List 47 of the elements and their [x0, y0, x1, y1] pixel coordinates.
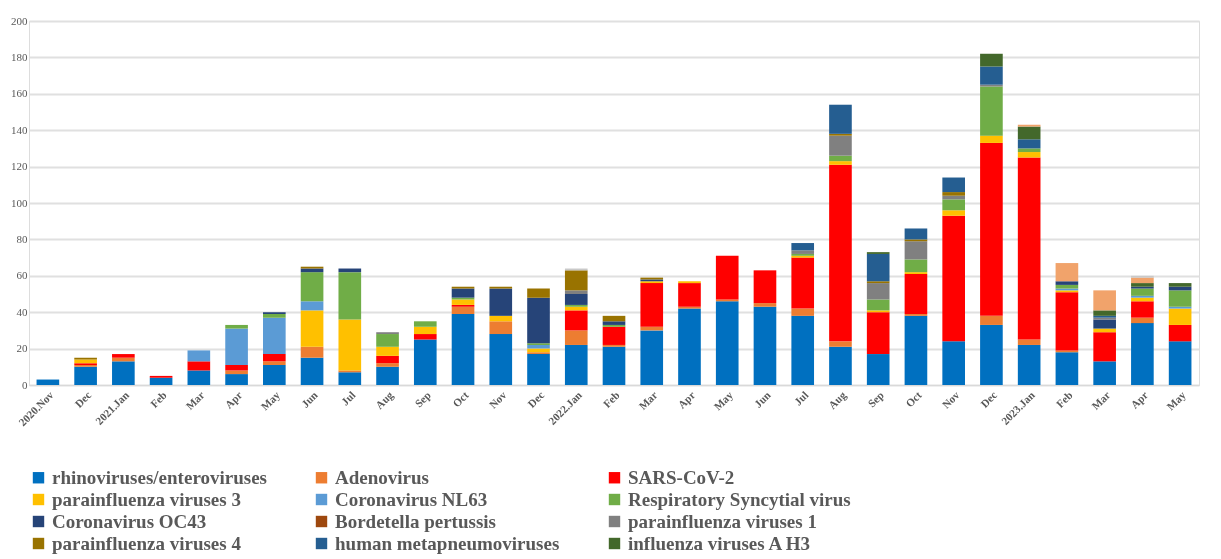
- y-tick-label: 80: [16, 232, 28, 245]
- legend-label: Respiratory Syncytial virus: [628, 488, 851, 510]
- y-tick-label: 20: [16, 342, 28, 355]
- x-tick-label: Feb: [147, 388, 169, 410]
- y-tick-label: 160: [11, 87, 28, 100]
- y-tick-label: 0: [22, 378, 28, 391]
- legend-label: influenza viruses A H3: [628, 532, 811, 554]
- legend-label: parainfluenza viruses 1: [628, 510, 817, 532]
- x-tick-label: Dec: [525, 388, 547, 410]
- x-tick-label: Oct: [903, 388, 924, 410]
- x-tick-label: Dec: [978, 388, 1000, 410]
- x-tick-label: Sep: [865, 388, 886, 410]
- x-tick-label: Feb: [600, 388, 622, 410]
- y-tick-label: 180: [11, 50, 28, 63]
- y-tick-label: 40: [16, 305, 28, 318]
- x-tick-label: Dec: [72, 388, 94, 410]
- x-tick-label: Oct: [450, 388, 472, 410]
- x-tick-label: Jun: [751, 388, 773, 410]
- x-tick-label: Apr: [222, 388, 245, 411]
- legend-label: Coronavirus OC43: [52, 510, 207, 532]
- legend-label: parainfluenza viruses 3: [52, 488, 241, 510]
- legend-label: SARS-CoV-2: [628, 466, 735, 488]
- y-tick-label: 120: [11, 160, 28, 173]
- legend-label: human metapneumoviruses: [335, 532, 560, 554]
- x-tick-label: Sep: [412, 388, 434, 410]
- legend-label: Coronavirus NL63: [335, 488, 488, 510]
- x-tick-label: Nov: [486, 388, 509, 411]
- x-tick-label: Aug: [825, 388, 849, 412]
- legend-label: Adenovirus: [335, 466, 429, 488]
- x-tick-label: Aug: [373, 388, 396, 412]
- y-tick-label: 140: [11, 123, 28, 136]
- y-tick-label: 60: [16, 269, 28, 282]
- x-tick-label: Feb: [1053, 388, 1075, 410]
- y-tick-label: 200: [11, 14, 28, 27]
- y-tick-label: 100: [11, 196, 28, 209]
- x-tick-label: Nov: [939, 388, 962, 411]
- x-tick-label: Apr: [675, 388, 698, 411]
- x-tick-label: Jun: [298, 388, 320, 410]
- x-tick-label: Apr: [1128, 388, 1151, 411]
- x-tick-label: Jul: [338, 388, 358, 408]
- legend-label: rhinoviruses/enteroviruses: [52, 466, 267, 488]
- x-tick-label: Mar: [183, 388, 207, 412]
- legend-label: parainfluenza viruses 4: [52, 532, 242, 554]
- legend-label: Bordetella pertussis: [335, 510, 496, 532]
- x-tick-label: Mar: [636, 388, 660, 412]
- x-tick-label: Mar: [1089, 388, 1113, 412]
- x-tick-label: Jul: [791, 388, 811, 408]
